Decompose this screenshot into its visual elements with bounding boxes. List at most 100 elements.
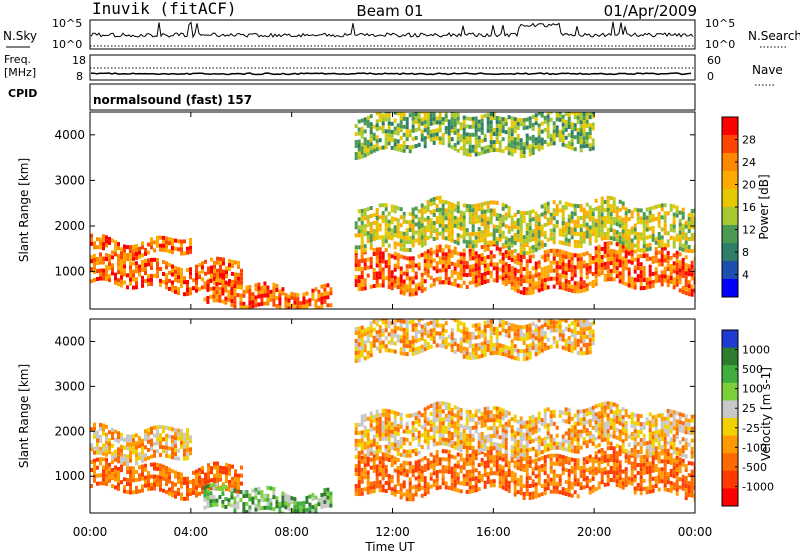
echo-cell: [477, 282, 481, 287]
echo-cell: [522, 146, 526, 151]
echo-cell: [429, 230, 433, 235]
echo-cell: [585, 139, 589, 144]
echo-cell: [462, 481, 466, 486]
echo-cell: [528, 291, 532, 296]
echo-cell: [522, 126, 526, 131]
echo-cell: [474, 231, 478, 236]
echo-cell: [308, 510, 312, 513]
echo-cell: [666, 239, 670, 244]
echo-cell: [414, 492, 418, 497]
echo-cell: [230, 495, 234, 500]
echo-cell: [540, 240, 544, 245]
echo-cell: [186, 448, 189, 453]
echo-cell: [150, 281, 153, 286]
echo-cell: [615, 250, 619, 255]
echo-cell: [609, 216, 613, 221]
echo-cell: [108, 258, 111, 263]
echo-cell: [462, 143, 466, 148]
echo-cell: [576, 224, 580, 229]
echo-cell: [678, 230, 682, 235]
echo-cell: [540, 141, 544, 146]
echo-cell: [363, 224, 367, 229]
echo-cell: [588, 470, 592, 475]
echo-cell: [189, 271, 192, 276]
echo-cell: [381, 283, 385, 288]
echo-cell: [114, 276, 117, 281]
echo-cell: [645, 243, 649, 248]
echo-cell: [126, 257, 129, 262]
echo-cell: [387, 141, 391, 146]
echo-cell: [447, 422, 451, 427]
echo-cell: [399, 436, 403, 441]
echo-cell: [537, 477, 541, 482]
echo-cell: [522, 267, 526, 271]
echo-cell: [528, 124, 532, 129]
echo-cell: [687, 493, 691, 498]
echo-cell: [147, 439, 150, 444]
echo-cell: [588, 466, 592, 471]
echo-cell: [525, 444, 529, 449]
echo-cell: [420, 433, 424, 438]
echo-cell: [636, 248, 640, 253]
echo-cell: [251, 292, 255, 297]
echo-cell: [648, 276, 652, 281]
echo-cell: [522, 424, 526, 429]
echo-cell: [591, 220, 595, 225]
echo-cell: [522, 287, 526, 291]
echo-cell: [165, 474, 168, 479]
echo-cell: [99, 473, 102, 478]
echo-cell: [105, 448, 108, 453]
echo-cell: [477, 420, 481, 425]
echo-cell: [480, 431, 484, 436]
echo-cell: [684, 248, 688, 253]
echo-cell: [534, 223, 538, 228]
echo-cell: [498, 229, 502, 234]
echo-cell: [639, 278, 643, 283]
echo-cell: [441, 141, 445, 146]
echo-cell: [218, 290, 222, 295]
echo-cell: [402, 437, 406, 442]
echo-cell: [381, 412, 385, 417]
echo-cell: [299, 301, 303, 306]
echo-cell: [615, 479, 619, 484]
echo-cell: [147, 274, 150, 279]
echo-cell: [516, 439, 520, 444]
echo-cell: [546, 114, 550, 119]
echo-cell: [227, 502, 231, 507]
echo-cell: [537, 226, 541, 231]
echo-cell: [675, 479, 679, 484]
echo-cell: [390, 121, 394, 126]
echo-cell: [326, 503, 330, 508]
echo-cell: [615, 266, 619, 271]
echo-cell: [600, 263, 604, 267]
echo-cell: [681, 231, 685, 236]
echo-cell: [375, 433, 379, 438]
echo-cell: [567, 444, 571, 449]
echo-cell: [687, 268, 691, 273]
echo-cell: [426, 249, 430, 254]
echo-cell: [132, 474, 135, 479]
echo-cell: [663, 231, 667, 236]
echo-cell: [513, 125, 517, 130]
echo-cell: [663, 219, 667, 224]
echo-cell: [354, 152, 358, 156]
echo-cell: [387, 277, 391, 281]
echo-cell: [141, 283, 144, 288]
echo-cell: [296, 293, 300, 298]
echo-cell: [357, 468, 361, 473]
echo-cell: [657, 244, 661, 248]
echo-cell: [513, 236, 517, 241]
echo-cell: [417, 217, 421, 222]
echo-cell: [480, 461, 484, 466]
echo-cell: [402, 472, 406, 477]
echo-cell: [444, 481, 448, 486]
echo-cell: [600, 468, 604, 472]
echo-cell: [519, 122, 523, 127]
echo-cell: [165, 240, 168, 245]
freq-line: [91, 72, 692, 76]
echo-cell: [218, 278, 222, 283]
echo-cell: [429, 247, 433, 252]
echo-cell: [405, 145, 409, 150]
echo-cell: [465, 136, 469, 141]
echo-cell: [612, 253, 616, 258]
